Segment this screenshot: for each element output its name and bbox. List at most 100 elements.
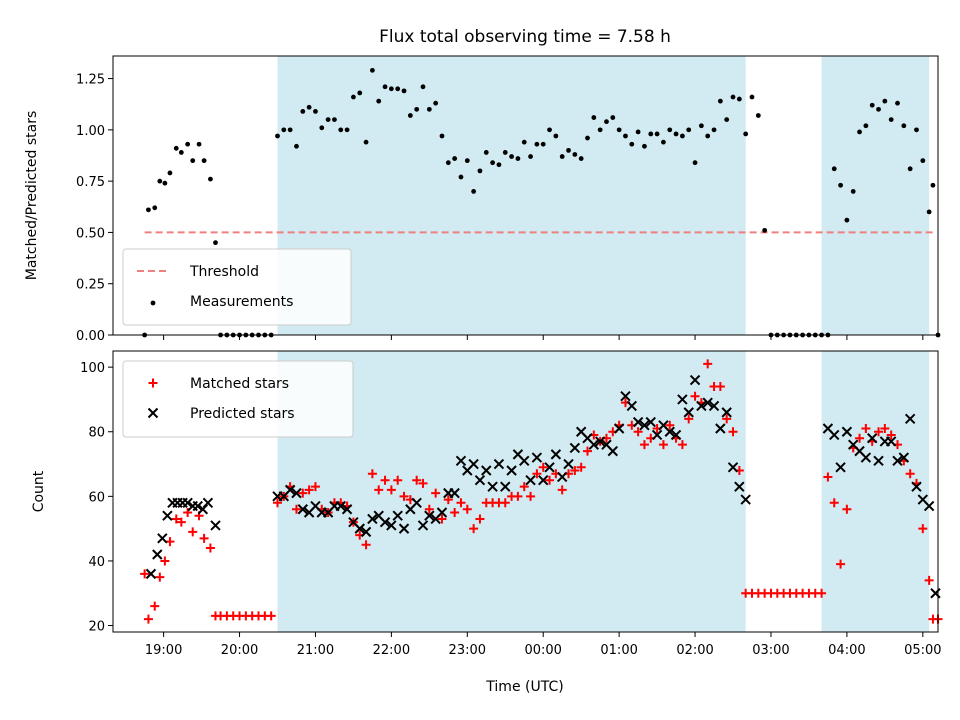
data-point bbox=[417, 520, 429, 531]
data-point bbox=[563, 458, 574, 470]
data-point bbox=[458, 174, 464, 180]
data-point bbox=[597, 127, 603, 133]
data-point bbox=[749, 94, 755, 100]
x-axis-label: Time (UTC) bbox=[485, 679, 563, 695]
data-point bbox=[436, 507, 448, 518]
data-point bbox=[455, 455, 467, 467]
data-point bbox=[420, 84, 426, 90]
data-point bbox=[886, 430, 896, 440]
data-point bbox=[684, 414, 694, 424]
data-point bbox=[469, 524, 479, 534]
data-point bbox=[559, 154, 565, 159]
data-point bbox=[817, 588, 827, 598]
data-point bbox=[626, 400, 637, 412]
x-tick-label: 21:00 bbox=[297, 643, 334, 658]
data-point bbox=[690, 391, 700, 401]
data-point bbox=[572, 152, 578, 157]
data-point bbox=[532, 469, 542, 479]
data-point bbox=[284, 484, 296, 496]
data-point bbox=[844, 217, 850, 223]
data-point bbox=[380, 475, 390, 485]
data-point bbox=[341, 504, 353, 515]
data-point bbox=[199, 533, 209, 543]
data-point bbox=[545, 475, 555, 485]
data-point bbox=[570, 466, 580, 476]
x-tick-label: 20:00 bbox=[221, 643, 258, 658]
data-point bbox=[393, 475, 403, 485]
data-point bbox=[411, 497, 422, 509]
y-tick-label: 1.25 bbox=[76, 73, 105, 88]
data-point bbox=[550, 449, 562, 460]
data-point bbox=[721, 407, 732, 418]
data-point bbox=[202, 497, 214, 509]
data-point bbox=[192, 500, 203, 512]
data-point bbox=[658, 440, 668, 450]
data-point bbox=[734, 481, 745, 492]
data-point bbox=[874, 427, 884, 437]
axes-frame bbox=[112, 350, 939, 633]
legend-label: Matched stars bbox=[190, 376, 289, 392]
data-point bbox=[901, 123, 907, 129]
data-point bbox=[313, 108, 318, 114]
data-point bbox=[639, 420, 650, 431]
data-point bbox=[433, 100, 439, 106]
data-point bbox=[310, 482, 320, 492]
data-point bbox=[367, 469, 377, 479]
data-point bbox=[715, 382, 725, 392]
data-point bbox=[395, 86, 401, 92]
data-point bbox=[449, 487, 460, 499]
x-tick-label: 00:00 bbox=[524, 643, 561, 658]
data-point bbox=[623, 133, 628, 139]
data-point bbox=[604, 119, 609, 125]
data-point bbox=[431, 488, 441, 498]
data-point bbox=[664, 426, 675, 437]
legend-label: Measurements bbox=[190, 294, 293, 310]
legend-box bbox=[122, 248, 352, 326]
data-point bbox=[873, 455, 884, 467]
data-point bbox=[715, 423, 726, 434]
data-point bbox=[452, 156, 458, 161]
data-point bbox=[483, 150, 489, 155]
data-point bbox=[281, 127, 287, 133]
data-point bbox=[140, 569, 150, 579]
data-point bbox=[196, 141, 202, 147]
data-point bbox=[926, 209, 932, 215]
data-point bbox=[294, 143, 299, 149]
data-point bbox=[376, 98, 382, 104]
data-point bbox=[689, 374, 701, 386]
data-point bbox=[639, 440, 649, 450]
data-point bbox=[210, 520, 221, 531]
data-point bbox=[724, 117, 730, 122]
data-point bbox=[481, 465, 492, 476]
series-matched-stars bbox=[140, 359, 943, 624]
data-point bbox=[500, 481, 511, 492]
data-point bbox=[547, 127, 552, 133]
data-point bbox=[471, 188, 477, 194]
data-point bbox=[569, 442, 581, 454]
data-point bbox=[683, 407, 694, 418]
legend: Matched stars Predicted stars bbox=[122, 360, 354, 438]
data-point bbox=[904, 413, 916, 425]
y-tick-label: 40 bbox=[88, 555, 105, 570]
data-point bbox=[895, 100, 900, 106]
data-point bbox=[145, 568, 157, 580]
x-tick-label: 01:00 bbox=[600, 643, 637, 658]
data-point bbox=[509, 154, 514, 159]
data-point bbox=[182, 497, 193, 509]
data-point bbox=[534, 141, 540, 147]
data-point bbox=[632, 416, 644, 428]
data-point bbox=[275, 133, 280, 139]
data-point bbox=[418, 478, 428, 488]
data-point bbox=[462, 504, 472, 514]
legend-swatch bbox=[150, 300, 156, 306]
data-point bbox=[367, 513, 378, 525]
data-point bbox=[272, 498, 282, 508]
data-point bbox=[703, 359, 713, 369]
x-tick-label: 22:00 bbox=[373, 643, 410, 658]
data-point bbox=[332, 117, 337, 122]
x-tick-label: 02:00 bbox=[676, 643, 713, 658]
data-point bbox=[208, 176, 213, 182]
data-point bbox=[160, 556, 170, 566]
data-point bbox=[607, 445, 619, 457]
